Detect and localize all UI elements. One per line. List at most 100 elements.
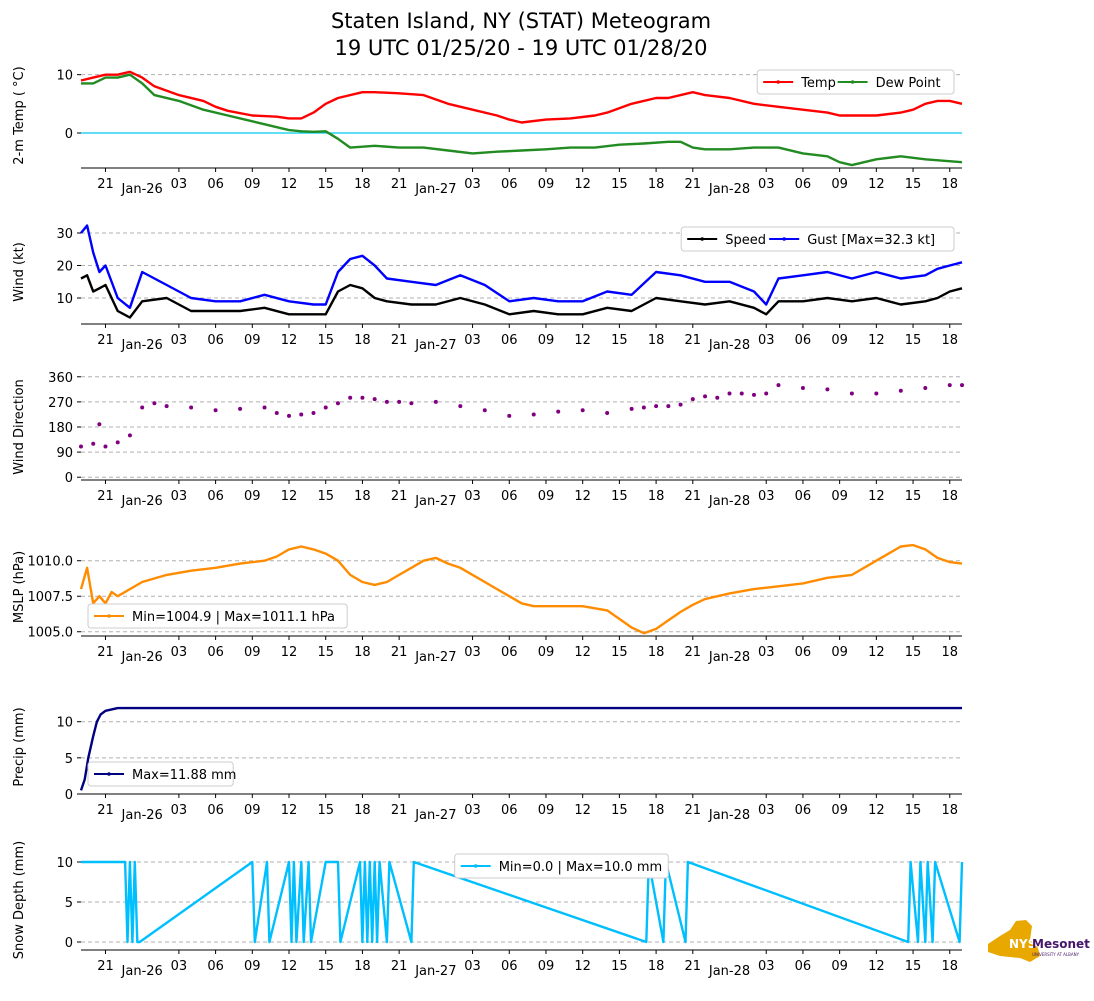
scatter-point [874, 391, 879, 396]
x-tick-label: 18 [648, 333, 665, 348]
x-tick-label: 03 [171, 959, 188, 974]
scatter-point [580, 408, 585, 413]
panel-3: 360 270 180 90 0 21 03 06 09 12 15 18 21 03 06 09 12 15 18… [12, 371, 964, 509]
x-tick-label: 03 [171, 803, 188, 818]
scatter-point [103, 444, 108, 449]
x-tick-label: 09 [244, 803, 261, 818]
x-date-label: Jan-26 [121, 338, 163, 353]
y-tick-label: 5 [65, 752, 73, 767]
nys-mesonet-logo: NYS Mesonet UNIVERSITY AT ALBANY [988, 920, 1090, 962]
x-tick-label: 03 [171, 333, 188, 348]
x-tick-label: 06 [795, 177, 812, 192]
y-tick-label: 5 [65, 896, 73, 911]
legend-label: Min=0.0 | Max=10.0 mm [499, 860, 662, 875]
x-date-label: Jan-27 [414, 338, 456, 353]
x-tick-label: 03 [464, 489, 481, 504]
x-tick-label: 12 [281, 803, 298, 818]
y-tick-label: 360 [48, 371, 73, 386]
x-date-label: Jan-26 [121, 650, 163, 665]
x-tick-label: 15 [905, 803, 922, 818]
x-tick-label: 09 [538, 489, 555, 504]
x-tick-label: 09 [244, 177, 261, 192]
series-line-1 [80, 70, 963, 124]
x-tick-label: 09 [831, 177, 848, 192]
x-tick-label: 03 [171, 177, 188, 192]
x-tick-label: 12 [281, 333, 298, 348]
x-tick-label: 18 [941, 333, 958, 348]
scatter-point [164, 404, 169, 409]
x-tick-label: 06 [207, 645, 224, 660]
ny-state-shape-icon [988, 920, 1040, 962]
x-tick-label: 12 [574, 177, 591, 192]
scatter-point [262, 405, 267, 410]
x-tick-label: 12 [281, 489, 298, 504]
x-tick-label: 15 [905, 489, 922, 504]
x-tick-label: 06 [207, 803, 224, 818]
x-tick-label: 03 [464, 803, 481, 818]
scatter-point [947, 383, 952, 388]
legend-box [87, 603, 348, 629]
x-tick-label: 12 [574, 645, 591, 660]
x-tick-label: 15 [905, 959, 922, 974]
series-line-1 [81, 860, 964, 944]
x-tick-label: 03 [464, 177, 481, 192]
x-tick-label: 09 [244, 959, 261, 974]
scatter-point [800, 385, 805, 390]
x-tick-label: 15 [611, 489, 628, 504]
panel-6: 10 5 0 21 03 06 09 12 15 18 21 03 06 09 12 15 18 21 03 06 09… [12, 841, 964, 979]
x-tick-label: 18 [941, 177, 958, 192]
x-tick-label: 03 [464, 333, 481, 348]
x-tick-label: 12 [281, 177, 298, 192]
scatter-point [739, 391, 744, 396]
series-line-2 [81, 73, 963, 167]
x-date-label: Jan-28 [708, 494, 750, 509]
y-tick-label: 1005.0 [28, 626, 74, 641]
x-tick-label: 06 [501, 803, 518, 818]
x-tick-label: 09 [831, 489, 848, 504]
x-tick-label: 12 [868, 645, 885, 660]
x-tick-label: 15 [317, 333, 334, 348]
x-tick-label: 18 [941, 489, 958, 504]
legend-marker [782, 237, 786, 241]
y-tick-label: 10 [56, 716, 73, 731]
panel-1: 10 0 21 03 06 09 12 15 18 21 03 06 09 12 15 18 21 03 06 09 1… [12, 66, 963, 197]
x-tick-label: 06 [207, 959, 224, 974]
x-tick-label: 12 [281, 959, 298, 974]
x-tick-label: 21 [685, 489, 702, 504]
x-tick-label: 12 [868, 177, 885, 192]
scatter-point [776, 383, 781, 388]
chart-title-line1: Staten Island, NY (STAT) Meteogram [331, 9, 711, 33]
x-tick-label: 21 [97, 803, 114, 818]
x-tick-label: 03 [758, 489, 775, 504]
legend-box [87, 761, 234, 787]
y-tick-label: 1007.5 [28, 590, 74, 605]
legend-label: Speed [725, 233, 766, 248]
x-tick-label: 03 [758, 959, 775, 974]
legend-marker [473, 864, 478, 868]
series-line-1 [79, 706, 962, 791]
x-tick-label: 21 [97, 645, 114, 660]
x-tick-label: 21 [391, 959, 408, 974]
y-tick-label: 10 [56, 856, 73, 871]
x-tick-label: 21 [685, 333, 702, 348]
x-tick-label: 18 [648, 803, 665, 818]
x-tick-label: 06 [207, 333, 224, 348]
x-tick-label: 12 [574, 333, 591, 348]
legend-marker [107, 614, 111, 618]
x-tick-label: 21 [391, 803, 408, 818]
scatter-point [348, 395, 353, 400]
scatter-point [751, 392, 756, 397]
y-tick-label: 0 [65, 936, 73, 951]
series-line-1 [80, 274, 963, 319]
x-tick-label: 09 [831, 803, 848, 818]
x-tick-label: 03 [464, 959, 481, 974]
scatter-point [372, 397, 377, 402]
scatter-point [703, 394, 708, 399]
scatter-point [91, 441, 96, 446]
x-tick-label: 15 [611, 959, 628, 974]
x-tick-label: 06 [207, 177, 224, 192]
y-axis-label: Wind (kt) [12, 242, 27, 302]
x-tick-label: 18 [941, 645, 958, 660]
x-tick-label: 12 [574, 803, 591, 818]
x-tick-label: 21 [97, 489, 114, 504]
